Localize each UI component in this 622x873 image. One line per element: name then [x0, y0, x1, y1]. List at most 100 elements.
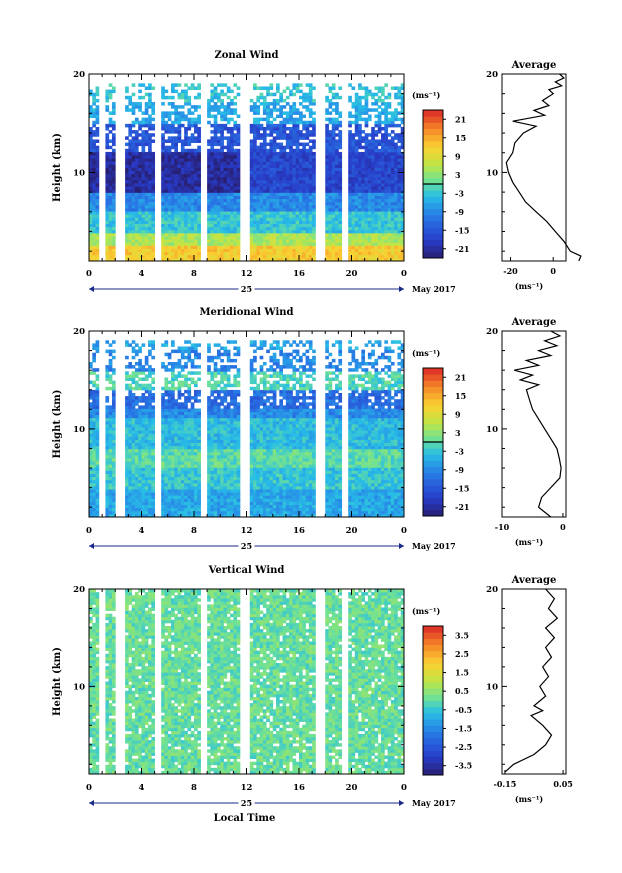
heatmap-cell	[367, 170, 372, 175]
heatmap-cell	[144, 120, 149, 125]
heatmap-cell	[256, 214, 261, 218]
heatmap-cell	[111, 445, 116, 450]
heatmap-cell	[348, 189, 352, 193]
heatmap-cell	[92, 470, 96, 474]
heatmap-cell	[394, 214, 398, 218]
heatmap-cell	[144, 186, 149, 190]
heatmap-cell	[213, 158, 218, 162]
heatmap-cell	[210, 236, 215, 240]
colorbar-segment	[423, 184, 443, 191]
heatmap-cell	[134, 257, 139, 262]
heatmap-cell	[151, 510, 156, 515]
heatmap-cell	[184, 151, 188, 156]
heatmap-cell	[210, 229, 215, 234]
heatmap-cell	[138, 365, 142, 369]
heatmap-cell	[272, 173, 277, 178]
heatmap-cell	[131, 470, 136, 474]
heatmap-cell	[92, 123, 96, 128]
heatmap-cell	[207, 201, 211, 206]
heatmap-cell	[171, 445, 175, 450]
heatmap-cell	[302, 226, 306, 231]
heatmap-cell	[151, 380, 156, 385]
heatmap-cell	[374, 86, 379, 90]
heatmap-cell	[210, 179, 215, 184]
heatmap-cell	[233, 148, 238, 153]
heatmap-cell	[151, 405, 156, 409]
heatmap-cell	[374, 120, 379, 125]
heatmap-cell	[338, 133, 343, 137]
heatmap-cell	[308, 211, 313, 215]
heatmap-cell	[144, 476, 149, 481]
heatmap-cell	[377, 130, 382, 134]
heatmap-cell	[177, 195, 182, 200]
heatmap-cell	[394, 155, 398, 159]
heatmap-cell	[223, 248, 228, 253]
heatmap-cell	[144, 151, 149, 156]
heatmap-cell	[111, 248, 116, 253]
heatmap-cell	[390, 111, 395, 115]
heatmap-cell	[111, 380, 116, 385]
heatmap-cell	[128, 473, 133, 478]
heatmap-cell	[216, 155, 221, 159]
heatmap-cell	[348, 164, 352, 168]
heatmap-cell	[364, 189, 369, 193]
heatmap-cell	[282, 117, 287, 122]
heatmap-cell	[187, 161, 192, 165]
heatmap-cell	[148, 248, 152, 253]
heatmap-cell	[164, 254, 169, 259]
heatmap-cell	[367, 236, 372, 240]
heatmap-cell	[164, 186, 169, 190]
heatmap-cell	[128, 439, 133, 443]
heatmap-cell	[364, 133, 369, 137]
heatmap-cell	[226, 173, 231, 178]
heatmap-cell	[92, 501, 96, 505]
heatmap-cell	[259, 170, 264, 175]
heatmap-cell	[164, 393, 169, 397]
heatmap-cell	[249, 229, 254, 234]
heatmap-cell	[285, 179, 290, 184]
heatmap-cell	[285, 208, 290, 212]
heatmap-cell	[367, 217, 372, 221]
heatmap-cell	[171, 105, 175, 109]
heatmap-cell	[190, 123, 195, 128]
heatmap-cell	[197, 183, 201, 187]
heatmap-cell	[134, 414, 139, 419]
heatmap-cell	[282, 186, 287, 190]
heatmap-cell	[289, 126, 293, 131]
heatmap-cell	[210, 192, 215, 196]
heatmap-cell	[148, 179, 152, 184]
heatmap-cell	[354, 142, 359, 147]
heatmap-cell	[223, 170, 228, 175]
heatmap-cell	[148, 242, 152, 246]
heatmap-cell	[105, 482, 110, 487]
heatmap-cell	[223, 151, 228, 156]
heatmap-cell	[223, 211, 228, 215]
heatmap-cell	[148, 208, 152, 212]
heatmap-cell	[138, 439, 142, 443]
heatmap-cell	[387, 192, 392, 196]
heatmap-cell	[216, 130, 221, 134]
heatmap-cell	[216, 211, 221, 215]
heatmap-cell	[89, 405, 93, 409]
heatmap-cell	[151, 455, 156, 459]
heatmap-cell	[220, 170, 224, 175]
heatmap-cell	[216, 148, 221, 153]
heatmap-cell	[161, 195, 165, 200]
heatmap-cell	[180, 123, 185, 128]
heatmap-cell	[213, 254, 218, 259]
heatmap-cell	[128, 482, 133, 487]
heatmap-cell	[262, 229, 267, 234]
heatmap-cell	[381, 239, 385, 243]
heatmap-cell	[295, 176, 300, 181]
heatmap-cell	[338, 130, 343, 134]
heatmap-cell	[302, 239, 306, 243]
heatmap-cell	[161, 201, 165, 206]
heatmap-cell	[276, 195, 280, 200]
heatmap-cell	[354, 145, 359, 150]
heatmap-cell	[394, 226, 398, 231]
heatmap-cell	[171, 179, 175, 184]
heatmap-cell	[167, 161, 172, 165]
heatmap-cell	[151, 461, 156, 465]
heatmap-cell	[220, 126, 224, 131]
heatmap-cell	[269, 148, 274, 153]
